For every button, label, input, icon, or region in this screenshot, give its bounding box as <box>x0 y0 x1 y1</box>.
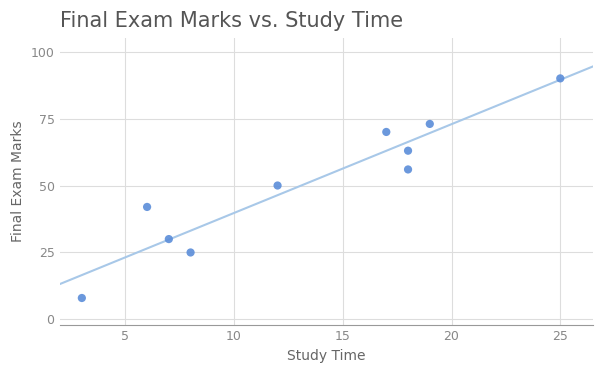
Point <box>77 295 87 301</box>
Point <box>382 129 391 135</box>
Point <box>403 148 413 154</box>
Point <box>186 249 196 255</box>
Point <box>425 121 435 127</box>
Point <box>273 183 283 188</box>
X-axis label: Study Time: Study Time <box>288 349 366 363</box>
Point <box>143 204 152 210</box>
Text: Final Exam Marks vs. Study Time: Final Exam Marks vs. Study Time <box>60 11 403 31</box>
Point <box>556 76 565 82</box>
Point <box>403 166 413 172</box>
Point <box>164 236 174 242</box>
Y-axis label: Final Exam Marks: Final Exam Marks <box>11 121 25 242</box>
